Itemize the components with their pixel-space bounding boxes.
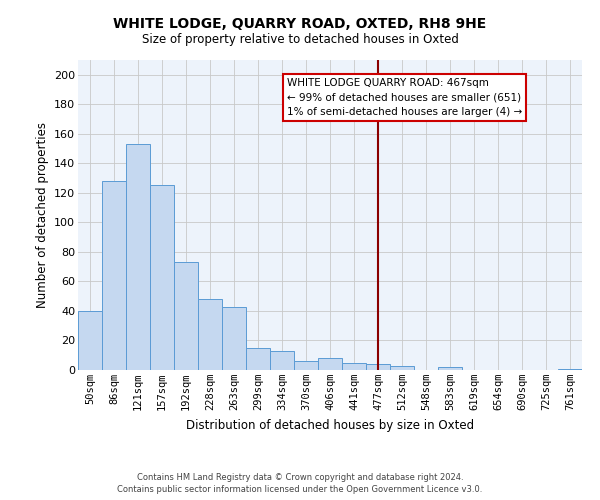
Bar [222,306,246,370]
Bar [342,362,366,370]
Bar [198,299,222,370]
Bar [78,311,102,370]
Text: Contains HM Land Registry data © Crown copyright and database right 2024.
Contai: Contains HM Land Registry data © Crown c… [118,473,482,494]
Bar [294,361,318,370]
Bar [246,348,270,370]
Bar [318,358,342,370]
Bar [270,351,294,370]
Bar [366,364,390,370]
Bar [390,366,414,370]
Text: WHITE LODGE QUARRY ROAD: 467sqm
← 99% of detached houses are smaller (651)
1% of: WHITE LODGE QUARRY ROAD: 467sqm ← 99% of… [287,78,522,118]
Bar [102,181,126,370]
Bar [558,368,582,370]
Text: WHITE LODGE, QUARRY ROAD, OXTED, RH8 9HE: WHITE LODGE, QUARRY ROAD, OXTED, RH8 9HE [113,18,487,32]
Text: Size of property relative to detached houses in Oxted: Size of property relative to detached ho… [142,32,458,46]
Bar [126,144,150,370]
Bar [150,186,174,370]
Y-axis label: Number of detached properties: Number of detached properties [35,122,49,308]
Bar [438,367,462,370]
X-axis label: Distribution of detached houses by size in Oxted: Distribution of detached houses by size … [186,418,474,432]
Bar [174,262,198,370]
